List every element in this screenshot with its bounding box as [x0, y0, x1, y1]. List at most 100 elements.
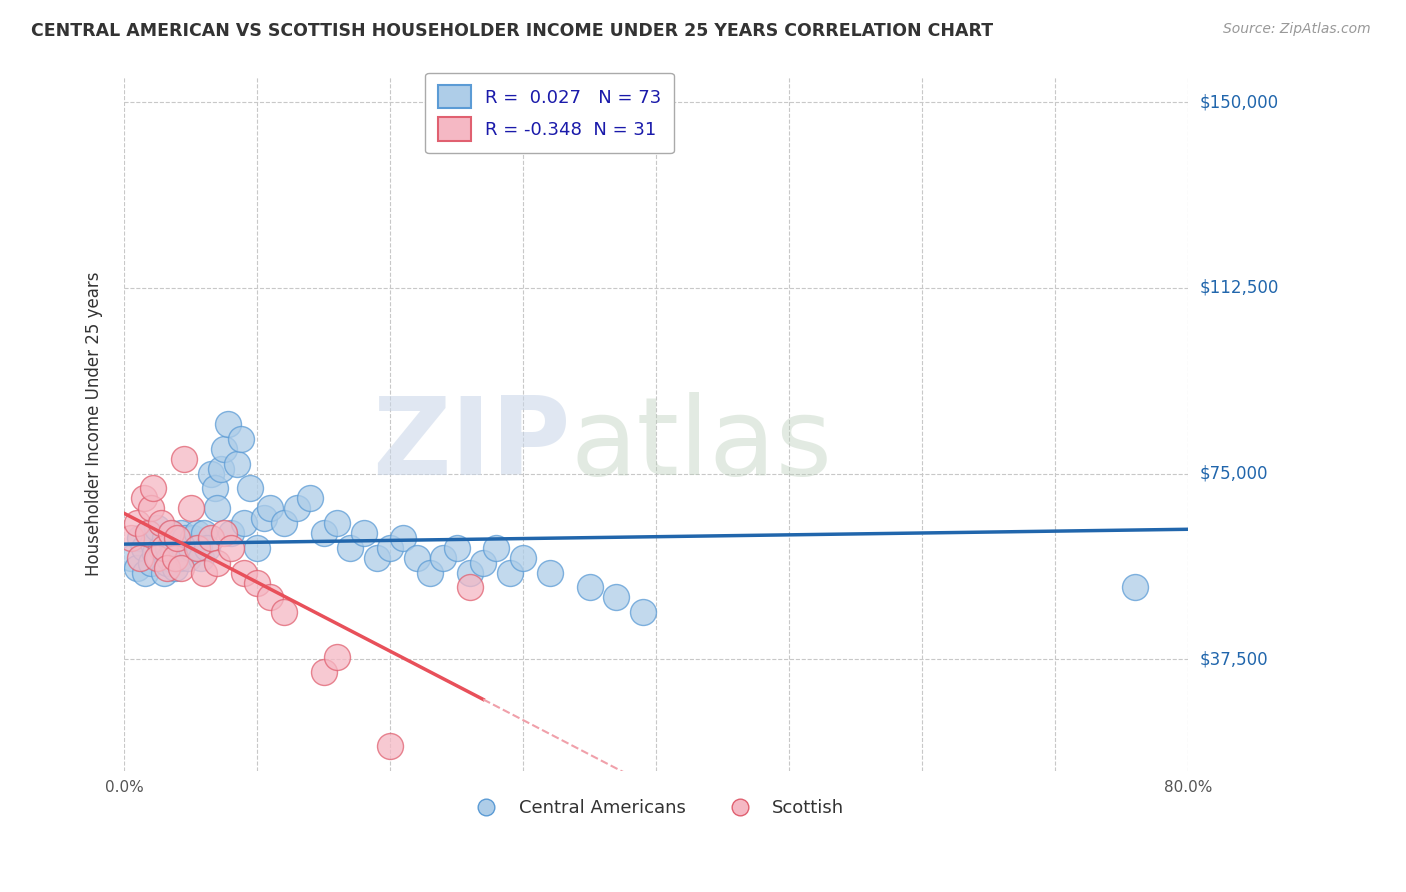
- Point: [146, 550, 169, 565]
- Point: [232, 566, 254, 580]
- Point: [142, 482, 165, 496]
- Point: [458, 581, 481, 595]
- Point: [190, 550, 212, 565]
- Point: [432, 550, 454, 565]
- Point: [166, 531, 188, 545]
- Point: [180, 541, 202, 555]
- Point: [378, 739, 401, 753]
- Point: [485, 541, 508, 555]
- Point: [186, 541, 208, 555]
- Point: [231, 432, 253, 446]
- Point: [155, 531, 177, 545]
- Point: [232, 516, 254, 530]
- Point: [631, 605, 654, 619]
- Point: [246, 575, 269, 590]
- Point: [167, 541, 190, 555]
- Point: [170, 560, 193, 574]
- Point: [150, 516, 173, 530]
- Text: $37,500: $37,500: [1199, 650, 1268, 668]
- Point: [156, 560, 179, 574]
- Point: [578, 581, 600, 595]
- Point: [366, 550, 388, 565]
- Point: [458, 566, 481, 580]
- Point: [132, 491, 155, 506]
- Point: [169, 550, 191, 565]
- Point: [180, 501, 202, 516]
- Point: [120, 550, 142, 565]
- Point: [259, 591, 281, 605]
- Point: [136, 526, 159, 541]
- Point: [212, 526, 235, 541]
- Point: [132, 541, 155, 555]
- Point: [150, 541, 173, 555]
- Point: [219, 541, 242, 555]
- Point: [259, 501, 281, 516]
- Point: [419, 566, 441, 580]
- Point: [312, 526, 335, 541]
- Point: [273, 605, 295, 619]
- Point: [200, 467, 222, 481]
- Text: atlas: atlas: [571, 392, 832, 498]
- Point: [299, 491, 322, 506]
- Point: [129, 550, 152, 565]
- Point: [219, 526, 242, 541]
- Point: [157, 550, 180, 565]
- Point: [339, 541, 361, 555]
- Point: [446, 541, 468, 555]
- Text: $112,500: $112,500: [1199, 279, 1278, 297]
- Point: [162, 546, 184, 560]
- Point: [378, 541, 401, 555]
- Point: [163, 560, 186, 574]
- Point: [285, 501, 308, 516]
- Point: [405, 550, 427, 565]
- Point: [127, 516, 149, 530]
- Point: [136, 526, 159, 541]
- Point: [160, 536, 183, 550]
- Point: [512, 550, 534, 565]
- Point: [166, 531, 188, 545]
- Point: [127, 560, 149, 574]
- Point: [312, 665, 335, 679]
- Point: [159, 526, 181, 541]
- Legend: Central Americans, Scottish: Central Americans, Scottish: [461, 791, 852, 824]
- Point: [499, 566, 522, 580]
- Point: [186, 526, 208, 541]
- Point: [159, 526, 181, 541]
- Point: [195, 541, 218, 555]
- Point: [173, 451, 195, 466]
- Point: [170, 526, 193, 541]
- Point: [205, 501, 228, 516]
- Point: [209, 461, 232, 475]
- Point: [173, 541, 195, 555]
- Point: [134, 566, 156, 580]
- Point: [205, 556, 228, 570]
- Point: [193, 566, 215, 580]
- Point: [153, 541, 176, 555]
- Point: [177, 550, 200, 565]
- Text: $150,000: $150,000: [1199, 93, 1278, 112]
- Point: [605, 591, 627, 605]
- Point: [156, 556, 179, 570]
- Text: ZIP: ZIP: [373, 392, 571, 498]
- Y-axis label: Householder Income Under 25 years: Householder Income Under 25 years: [86, 272, 103, 576]
- Point: [174, 531, 197, 545]
- Point: [143, 546, 166, 560]
- Point: [326, 649, 349, 664]
- Point: [538, 566, 561, 580]
- Point: [204, 482, 226, 496]
- Point: [200, 531, 222, 545]
- Point: [253, 511, 276, 525]
- Point: [246, 541, 269, 555]
- Point: [148, 550, 170, 565]
- Point: [181, 531, 204, 545]
- Point: [157, 541, 180, 555]
- Point: [146, 521, 169, 535]
- Text: CENTRAL AMERICAN VS SCOTTISH HOUSEHOLDER INCOME UNDER 25 YEARS CORRELATION CHART: CENTRAL AMERICAN VS SCOTTISH HOUSEHOLDER…: [31, 22, 993, 40]
- Point: [353, 526, 375, 541]
- Point: [193, 526, 215, 541]
- Point: [129, 531, 152, 545]
- Point: [472, 556, 495, 570]
- Point: [212, 442, 235, 456]
- Point: [163, 550, 186, 565]
- Point: [139, 501, 162, 516]
